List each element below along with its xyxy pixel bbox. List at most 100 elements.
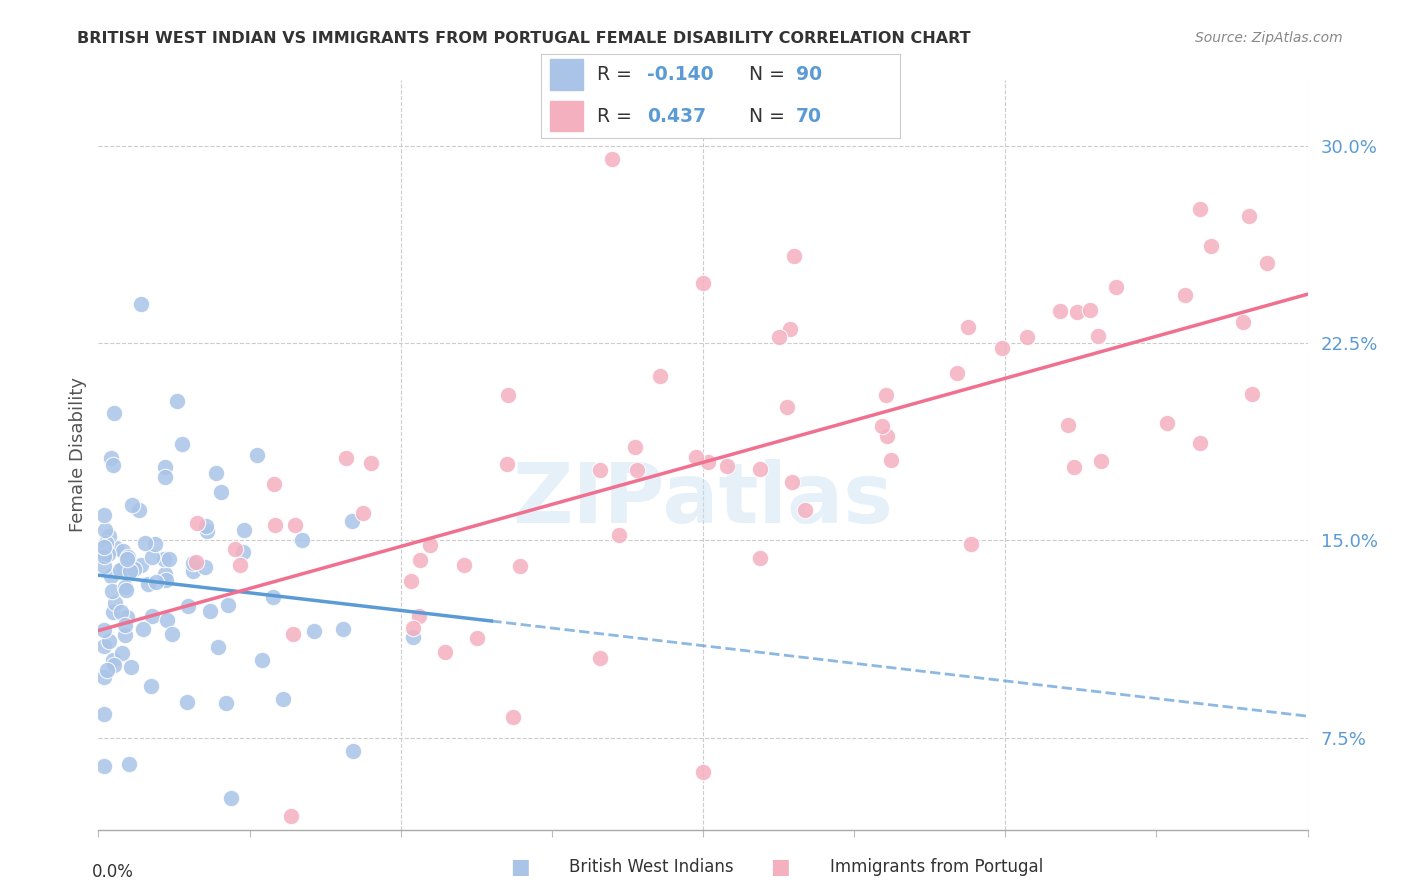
Point — [880, 452, 903, 467]
Point — [509, 558, 531, 573]
Point — [465, 631, 488, 645]
Text: 90: 90 — [796, 65, 823, 84]
Text: ■: ■ — [770, 857, 790, 877]
Point — [205, 466, 228, 480]
Point — [496, 388, 519, 402]
Point — [624, 440, 647, 454]
Point — [120, 660, 142, 674]
Point — [1256, 256, 1278, 270]
Point — [131, 623, 153, 637]
Point — [217, 598, 239, 612]
Point — [117, 550, 139, 565]
Point — [696, 455, 718, 469]
Point — [186, 516, 208, 531]
Point — [120, 564, 142, 578]
Bar — [550, 60, 582, 90]
Point — [335, 451, 357, 466]
Point — [101, 458, 124, 472]
Point — [748, 462, 770, 476]
Point — [118, 756, 141, 771]
Point — [1015, 330, 1038, 344]
Point — [453, 558, 475, 572]
Text: N =: N = — [749, 65, 792, 84]
Point — [141, 549, 163, 564]
Point — [263, 477, 285, 491]
Point — [114, 618, 136, 632]
Point — [93, 540, 115, 554]
Point — [181, 556, 204, 570]
Point — [589, 651, 612, 665]
Text: ■: ■ — [510, 857, 530, 877]
Point — [186, 555, 208, 569]
Point — [1104, 279, 1126, 293]
Point — [94, 523, 117, 537]
Point — [340, 514, 363, 528]
Point — [221, 791, 243, 805]
Point — [957, 320, 980, 334]
Point — [1240, 387, 1263, 401]
Point — [399, 574, 422, 589]
Point — [360, 456, 382, 470]
Point — [626, 463, 648, 477]
Point — [1078, 303, 1101, 318]
Point — [122, 562, 145, 576]
Point — [112, 544, 135, 558]
Point — [262, 590, 284, 604]
Point — [793, 503, 815, 517]
Point — [273, 692, 295, 706]
Point — [209, 484, 232, 499]
Point — [1188, 202, 1211, 216]
Point — [93, 758, 115, 772]
Bar — [550, 101, 582, 131]
Point — [129, 297, 152, 311]
Point — [280, 809, 302, 823]
Point — [215, 696, 238, 710]
Point — [1174, 288, 1197, 302]
Point — [145, 574, 167, 589]
Point — [129, 558, 152, 572]
Point — [139, 680, 162, 694]
Point — [194, 519, 217, 533]
Point — [1057, 418, 1080, 433]
Point — [250, 653, 273, 667]
Point — [103, 596, 125, 610]
Point — [94, 536, 117, 550]
Point — [111, 646, 134, 660]
Point — [352, 506, 374, 520]
Point — [1189, 435, 1212, 450]
Point — [1156, 416, 1178, 430]
Point — [136, 577, 159, 591]
Point — [990, 341, 1012, 355]
Point — [100, 451, 122, 466]
Text: Immigrants from Portugal: Immigrants from Portugal — [830, 858, 1043, 876]
Point — [153, 470, 176, 484]
Point — [114, 580, 136, 594]
Point — [181, 564, 204, 578]
Point — [419, 538, 441, 552]
Point — [776, 400, 799, 414]
Point — [876, 428, 898, 442]
Point — [93, 624, 115, 638]
Point — [101, 605, 124, 619]
Point — [1199, 239, 1222, 253]
Point — [103, 657, 125, 672]
Text: British West Indians: British West Indians — [569, 858, 734, 876]
Point — [93, 670, 115, 684]
Point — [402, 630, 425, 644]
Point — [98, 634, 121, 648]
Point — [176, 695, 198, 709]
Point — [589, 463, 612, 477]
Point — [93, 639, 115, 653]
Point — [281, 627, 304, 641]
Point — [153, 460, 176, 475]
Point — [283, 517, 305, 532]
Point — [782, 475, 804, 489]
Point — [98, 528, 121, 542]
Text: R =: R = — [598, 65, 638, 84]
Text: 0.437: 0.437 — [647, 107, 706, 126]
Point — [716, 458, 738, 473]
Point — [1063, 460, 1085, 475]
Point — [409, 553, 432, 567]
Point — [93, 508, 115, 523]
Point — [207, 640, 229, 654]
